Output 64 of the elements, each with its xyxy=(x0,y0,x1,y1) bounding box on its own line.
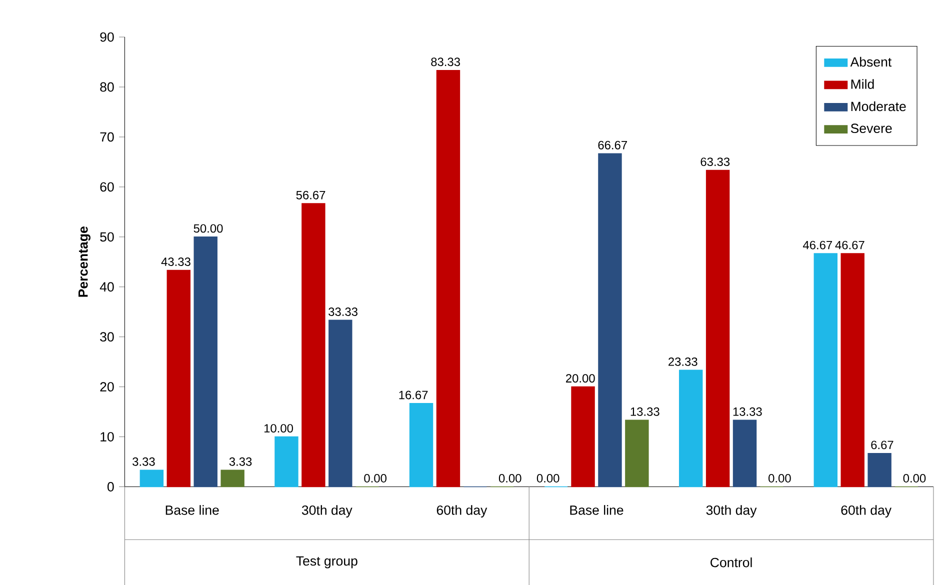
data-label: 56.67 xyxy=(296,190,326,200)
text: Test group xyxy=(296,556,358,568)
y-tick-label: 10 xyxy=(100,432,114,442)
data-label: 0.00 xyxy=(498,474,522,483)
bar xyxy=(868,453,892,488)
data-label: 63.33 xyxy=(700,158,730,166)
x-tick-label: 30th day xyxy=(706,505,757,518)
data-label: 46.67 xyxy=(802,240,832,250)
bar xyxy=(840,253,864,488)
bar xyxy=(409,403,434,488)
bar xyxy=(625,420,649,488)
bar xyxy=(436,70,460,488)
data-label: 23.33 xyxy=(668,357,698,366)
bar xyxy=(166,270,190,488)
y-tick-label: 0 xyxy=(107,482,114,492)
y-tick-label: 30 xyxy=(100,332,114,342)
data-label: 46.67 xyxy=(835,240,864,250)
bar xyxy=(302,203,326,488)
text: Control xyxy=(710,557,752,568)
y-axis-title: Percentage xyxy=(78,226,90,297)
legend-label: Mild xyxy=(851,79,874,89)
data-label: 33.33 xyxy=(328,307,358,316)
data-label: 83.33 xyxy=(431,58,460,66)
bar xyxy=(814,253,838,488)
x-tick-label: 30th day xyxy=(302,505,352,518)
y-tick-label: 70 xyxy=(100,132,114,142)
bar xyxy=(706,170,730,488)
data-label: 0.00 xyxy=(768,474,791,483)
data-label: 6.67 xyxy=(871,440,894,450)
data-label: 66.67 xyxy=(598,140,627,150)
x-tick-label: Base line xyxy=(570,505,624,515)
bar xyxy=(678,370,703,488)
bar xyxy=(571,386,595,488)
y-tick-label: 90 xyxy=(100,32,114,42)
y-tick-label: 50 xyxy=(100,232,114,242)
data-label: 16.67 xyxy=(399,390,428,400)
y-tick-label: 20 xyxy=(100,382,114,392)
legend-label: Absent xyxy=(850,56,892,67)
bar xyxy=(194,236,218,488)
legend-label: Moderate xyxy=(851,101,906,112)
data-label: 3.33 xyxy=(229,457,252,466)
legend-label: Severe xyxy=(850,124,892,134)
data-label: 43.33 xyxy=(161,258,190,266)
data-label: 13.33 xyxy=(630,407,660,416)
data-label: 3.33 xyxy=(132,457,155,466)
bar xyxy=(220,470,244,488)
data-label: 10.00 xyxy=(264,424,293,433)
x-tick-label: Base line xyxy=(166,505,219,515)
bar xyxy=(598,153,622,488)
data-label: 50.00 xyxy=(194,224,223,233)
data-label: 0.00 xyxy=(903,474,926,483)
y-tick-label: 60 xyxy=(100,182,114,192)
data-label: 13.33 xyxy=(733,407,762,416)
data-label: 0.00 xyxy=(536,474,560,483)
y-tick-label: 40 xyxy=(100,282,114,292)
x-tick-label: 60th day xyxy=(436,505,488,518)
bar xyxy=(140,470,164,488)
bar xyxy=(732,420,757,488)
y-tick-label: 80 xyxy=(100,82,114,92)
data-label: 0.00 xyxy=(364,474,386,483)
x-tick-label: 60th day xyxy=(841,505,892,518)
bar xyxy=(328,320,352,488)
data-label: 20.00 xyxy=(566,374,595,383)
bar xyxy=(274,436,298,488)
